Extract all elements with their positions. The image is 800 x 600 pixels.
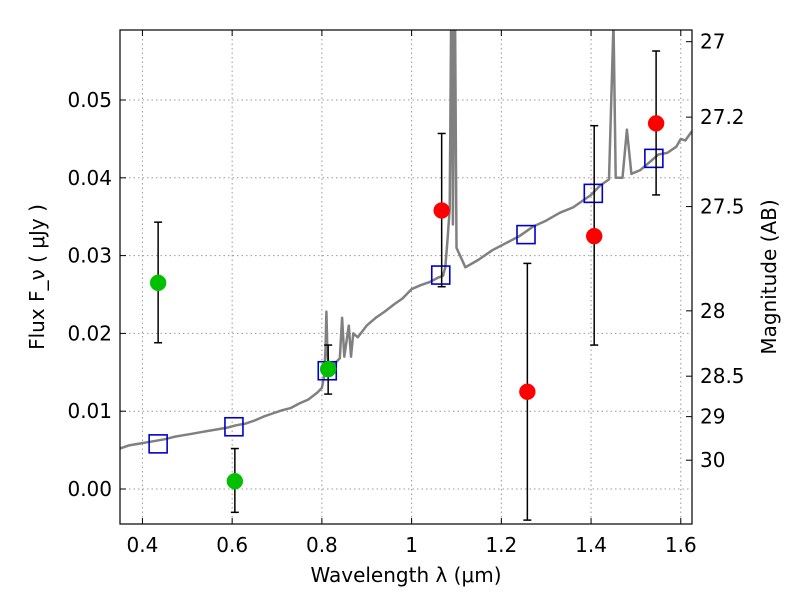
x-axis-title: Wavelength λ (μm)	[310, 563, 501, 587]
observed-point	[519, 383, 536, 400]
x-tick-label: 1.4	[575, 533, 607, 557]
observed-point	[647, 115, 665, 132]
model-point	[430, 265, 451, 285]
observed-point	[226, 472, 244, 490]
x-tick-label: 0.4	[127, 533, 159, 557]
right-tick-label: 27	[700, 30, 725, 54]
plot-frame	[119, 29, 693, 525]
observed-point	[433, 202, 450, 219]
x-tick-label: 1.6	[665, 533, 697, 557]
y-tick-label: 0.02	[67, 321, 112, 345]
model-point	[224, 416, 244, 437]
axis-ticks: 0.4 0.6 0.8 1 1.2 1.4 1.6 0.00 0.01 0.02 0.03 0.04 0…	[67, 30, 744, 557]
right-tick-label: 27.2	[700, 105, 745, 129]
y-tick-label: 0.05	[67, 88, 112, 112]
right-tick-label: 29	[700, 405, 725, 429]
y-tick-label: 0.04	[67, 166, 112, 190]
right-tick-label: 30	[700, 448, 725, 472]
x-tick-label: 0.8	[306, 533, 338, 557]
model-spectrum-line	[120, 30, 692, 450]
right-axis-title: Magnitude (AB)	[757, 199, 781, 354]
y-tick-label: 0.03	[67, 244, 112, 268]
x-tick-label: 0.6	[216, 533, 248, 557]
observed-point	[585, 227, 603, 245]
y-tick-label: 0.01	[67, 399, 112, 423]
y-tick-label: 0.00	[67, 477, 112, 501]
observed-point	[149, 274, 167, 292]
model-point	[583, 183, 604, 204]
model-point	[644, 148, 664, 169]
right-tick-label: 28	[700, 299, 725, 323]
x-tick-label: 1.2	[485, 533, 517, 557]
right-tick-label: 28.5	[700, 364, 745, 388]
plot-area	[120, 30, 692, 521]
grid	[120, 30, 692, 524]
model-point	[516, 224, 536, 245]
x-tick-label: 1	[405, 533, 418, 557]
y-axis-title: Flux F_ν ( μJy )	[25, 204, 49, 350]
model-point	[148, 434, 168, 454]
right-tick-label: 27.5	[700, 195, 745, 219]
observed-point	[319, 360, 337, 378]
